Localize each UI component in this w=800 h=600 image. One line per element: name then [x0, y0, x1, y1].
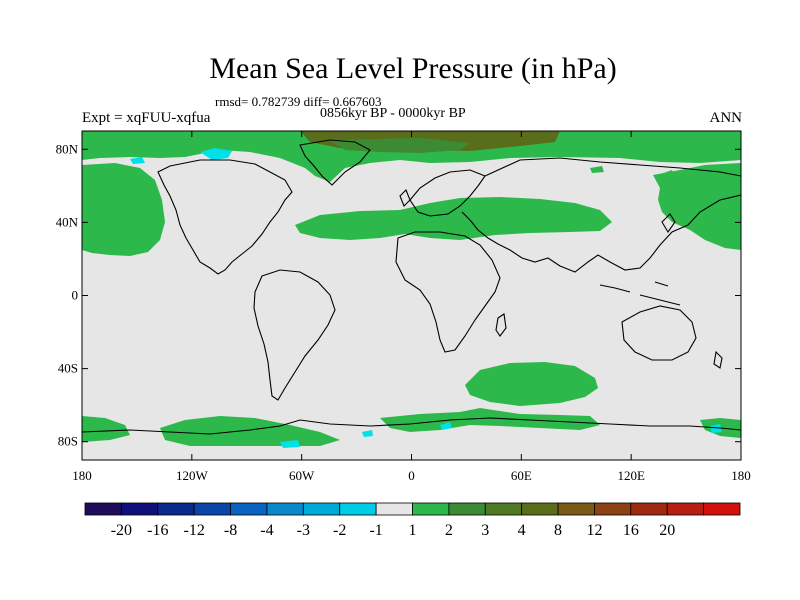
colorbar	[84, 502, 741, 516]
colorbar-label: 4	[518, 522, 526, 539]
map-title: Mean Sea Level Pressure (in hPa)	[209, 52, 617, 85]
coast-japan	[661, 213, 676, 234]
longitude-axis: 180 120W 60W 0 60E 120E 180	[72, 131, 751, 483]
colorbar-swatch	[302, 502, 341, 516]
coast-indonesia	[599, 281, 681, 306]
colorbar-swatch	[375, 502, 413, 516]
stats-line: rmsd= 0.782739 diff= 0.667603	[215, 94, 382, 109]
contour-arctic-midgreen	[330, 138, 470, 153]
colorbar-swatch	[703, 502, 741, 516]
lon-label: 60E	[511, 468, 532, 483]
colorbar-swatch	[157, 502, 195, 516]
map-background	[82, 131, 741, 460]
colorbar-label: -12	[184, 522, 205, 539]
colorbar-swatch	[412, 502, 450, 516]
colorbar-swatch	[266, 502, 304, 516]
colorbar-labels: -20 -16 -12 -8 -4 -3 -2 -1 1 2 3 4 8 12 16 20	[111, 522, 675, 539]
coast-australia	[621, 305, 697, 361]
contour-arctic-cyan	[130, 148, 232, 164]
lon-label: 120W	[176, 468, 209, 483]
colorbar-swatch	[557, 502, 595, 516]
lat-label: 40N	[56, 214, 79, 229]
colorbar-label: -2	[333, 522, 346, 539]
colorbar-swatch	[339, 502, 377, 516]
colorbar-label: 3	[481, 522, 489, 539]
colorbar-swatch	[84, 502, 122, 516]
colorbar-label: 12	[586, 522, 602, 539]
lat-label: 40S	[58, 361, 78, 376]
lon-label: 60W	[289, 468, 315, 483]
lat-label: 0	[72, 288, 79, 303]
experiment-label: Expt = xqFUU-xqfua	[82, 110, 211, 126]
contour-arctic-green	[82, 131, 741, 182]
colorbar-swatch	[120, 502, 159, 516]
coast-asia	[461, 157, 741, 273]
coast-new-zealand	[713, 350, 723, 369]
colorbar-swatch	[594, 502, 632, 516]
coast-south-america	[253, 269, 336, 401]
colorbar-label: -3	[297, 522, 310, 539]
colorbar-label: 8	[554, 522, 562, 539]
coast-antarctica	[82, 417, 741, 435]
colorbar-swatch	[230, 502, 268, 516]
colorbar-label: 16	[623, 522, 639, 539]
contour-southern-oval	[465, 362, 598, 406]
colorbar-swatch	[448, 502, 486, 516]
coast-uk	[399, 189, 411, 207]
lon-label: 180	[731, 468, 751, 483]
colorbar-label: -8	[224, 522, 237, 539]
colorbar-label: -16	[147, 522, 168, 539]
lon-label: 0	[408, 468, 415, 483]
colorbar-label: -4	[260, 522, 273, 539]
colorbar-label: 2	[445, 522, 453, 539]
colorbar-swatch	[193, 502, 231, 516]
colorbar-label: 1	[409, 522, 417, 539]
coast-north-america	[157, 159, 293, 275]
colorbar-label: -1	[369, 522, 382, 539]
lon-label: 180	[72, 468, 92, 483]
lon-label: 120E	[617, 468, 645, 483]
colorbar-swatch	[666, 502, 705, 516]
coast-greenland	[299, 139, 371, 186]
map-panel	[82, 131, 741, 460]
colorbar-swatch	[630, 502, 668, 516]
coastlines	[82, 139, 741, 435]
period-line: 0856kyr BP - 0000kyr BP	[320, 106, 466, 121]
contour-blob-1	[658, 170, 675, 184]
contour-blob-2	[590, 166, 604, 173]
colorbar-label: 20	[659, 522, 675, 539]
contour-antarctic-cyan	[280, 422, 722, 448]
contour-atlantic-green	[295, 197, 612, 240]
colorbar-label: -20	[111, 522, 132, 539]
coast-madagascar	[495, 313, 507, 337]
colorbar-swatch	[484, 502, 523, 516]
season-label: ANN	[709, 110, 743, 126]
contour-npacific-green	[82, 163, 165, 256]
lat-label: 80S	[58, 434, 78, 449]
coast-africa	[395, 231, 501, 353]
coast-europe	[409, 169, 486, 217]
contour-antarctic-green	[82, 408, 741, 446]
colorbar-swatch	[521, 502, 559, 516]
lat-label: 80N	[56, 141, 79, 156]
contour-neasia-green	[653, 163, 741, 250]
latitude-axis: 80N 40N 0 40S 80S	[56, 141, 741, 449]
